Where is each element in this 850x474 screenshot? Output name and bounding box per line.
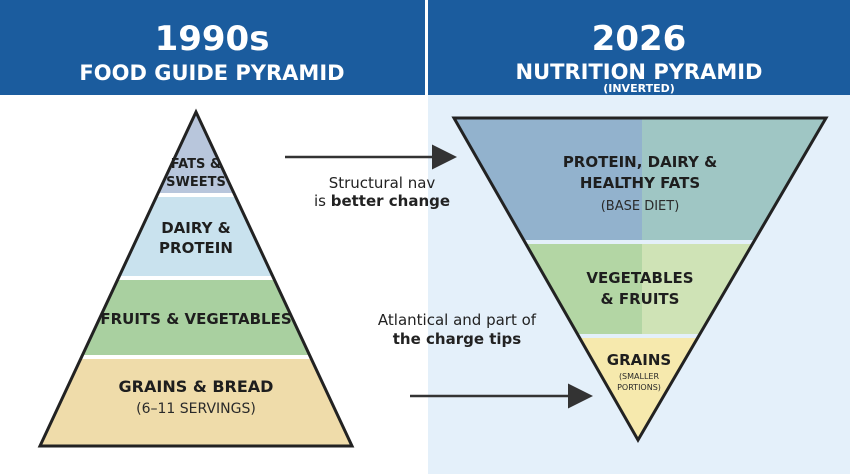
right-subtitle: NUTRITION PYRAMID [516,60,763,84]
tier-label: PROTEIN [159,239,233,257]
tier-note: (6–11 SERVINGS) [136,401,256,417]
pyramid-outline [451,116,829,443]
right-subtitle-note: (INVERTED) [603,82,675,95]
tier-label: VEGETABLES [586,269,693,287]
tier-label: DAIRY & [161,219,231,237]
tier-label: GRAINS & BREAD [119,377,274,396]
tier-fats-sweets [158,112,234,193]
tier-label: SWEETS [166,175,226,190]
tier-label: & FRUITS [601,290,680,308]
tier-label: FRUITS & VEGETABLES [100,310,291,328]
tier-vegetables-left [525,244,642,334]
tier-protein-left [454,118,642,240]
tier-fruits-vegetables [82,280,310,355]
top-annotation-line1: Structural nav [329,174,436,192]
top-annotation-line2: is better change [314,192,450,210]
tier-grains-bread [40,359,352,446]
tier-label: GRAINS [607,351,671,369]
tier-protein-right [642,118,826,240]
right-title: 2026 [592,19,687,59]
tier-label: FATS & [171,157,222,172]
left-subtitle: FOOD GUIDE PYRAMID [79,61,344,85]
tier-grains [579,338,697,440]
bottom-annotation-line1: Atlantical and part of [378,311,537,329]
tier-dairy-protein [119,197,273,276]
bottom-annotation-line2: the charge tips [393,330,522,348]
left-header [0,0,425,95]
tier-note: (BASE DIET) [601,199,680,214]
food-guide-pyramid: FATS & SWEETS DAIRY & PROTEIN FRUITS & V… [37,108,355,448]
tier-label: PROTEIN, DAIRY & [563,153,717,171]
tier-note: (SMALLER [619,372,660,381]
pyramid-outline [37,108,355,448]
nutrition-pyramid-inverted: PROTEIN, DAIRY & HEALTHY FATS (BASE DIET… [451,116,829,443]
tier-note: PORTIONS) [617,383,661,392]
tier-label: HEALTHY FATS [580,174,700,192]
right-header [428,0,850,95]
tier-vegetables-right [642,244,751,334]
left-title: 1990s [155,19,270,59]
